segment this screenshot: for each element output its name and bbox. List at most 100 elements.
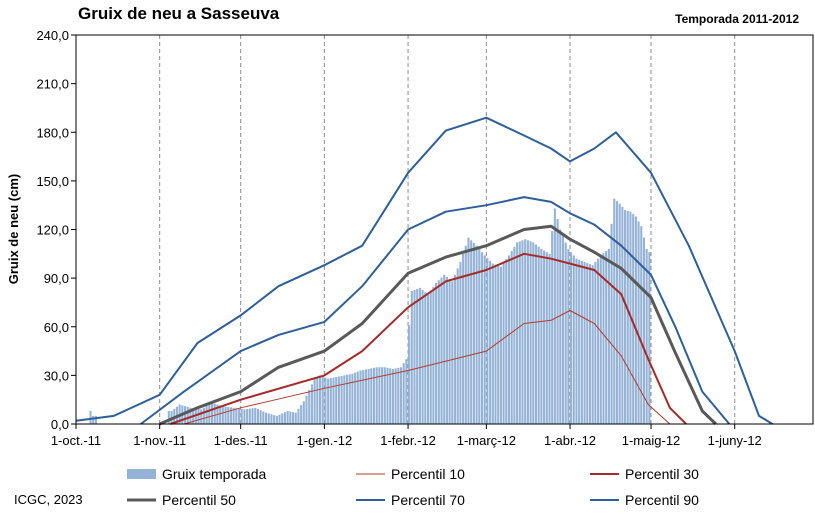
- snow-bar: [370, 368, 373, 424]
- y-axis-label: Gruix de neu (cm): [6, 174, 21, 285]
- snow-bar: [356, 371, 359, 424]
- snow-bar: [459, 261, 462, 424]
- snow-bar: [640, 226, 643, 424]
- snow-bar: [359, 370, 362, 424]
- snow-bar: [291, 412, 295, 424]
- snow-bar: [445, 277, 448, 424]
- x-tick-label-1-des.-11: 1-des.-11: [214, 433, 268, 448]
- snow-bar: [410, 291, 413, 424]
- x-tick-label-1-oct.-11: 1-oct.-11: [51, 433, 101, 448]
- snow-bar: [237, 408, 241, 424]
- snow-bar: [251, 408, 254, 424]
- line-percentil-70: [140, 196, 731, 425]
- snow-bar: [591, 265, 594, 424]
- snow-bar: [243, 409, 246, 424]
- season-label: Temporada 2011-2012: [675, 12, 799, 26]
- snow-bar: [426, 294, 430, 424]
- snow-bar: [526, 240, 529, 424]
- snow-bar: [94, 415, 97, 424]
- snow-bar: [516, 242, 519, 424]
- legend-label-percentil-50: Percentil 50: [162, 492, 236, 508]
- snow-bar: [453, 274, 457, 424]
- snow-bar: [448, 279, 451, 424]
- snow-bar: [219, 405, 222, 424]
- snow-bar: [478, 248, 481, 424]
- snow-bar: [405, 359, 408, 424]
- snow-bar: [213, 403, 216, 424]
- snow-bar: [583, 261, 586, 424]
- snow-bar: [518, 241, 521, 424]
- snow-bar: [578, 259, 581, 424]
- snow-bar: [289, 411, 292, 424]
- snow-bar: [424, 292, 427, 424]
- snow-bar: [475, 245, 478, 424]
- legend-label-gruix-temporada: Gruix temporada: [162, 466, 266, 482]
- legend: Gruix temporada Percentil 10 Percentil 30 P…: [127, 466, 699, 508]
- x-tick-label-1-abr.-12: 1-abr.-12: [544, 433, 596, 448]
- snow-bar: [208, 404, 211, 424]
- snow-bar: [386, 367, 389, 424]
- snow-bar: [254, 407, 257, 424]
- line-percentil-10: [183, 310, 671, 425]
- snow-bar: [381, 367, 384, 424]
- x-tick-label-1-febr.-12: 1-febr.-12: [380, 433, 436, 448]
- snow-bar: [637, 221, 640, 424]
- snow-bar: [278, 414, 281, 424]
- snow-bar: [302, 401, 305, 424]
- line-percentil-50: [159, 224, 717, 426]
- line-percentil-90: [75, 116, 774, 425]
- snow-bar: [399, 367, 403, 424]
- snow-bar: [364, 369, 367, 424]
- snow-bar: [483, 255, 486, 424]
- snow-bar: [389, 368, 392, 424]
- snow-bar: [332, 377, 335, 424]
- snow-bar: [240, 409, 243, 424]
- snow-bar: [229, 407, 232, 424]
- snow-bar: [224, 406, 227, 424]
- snow-bar: [235, 408, 238, 424]
- snow-bar: [345, 374, 349, 424]
- snow-bar: [418, 287, 421, 424]
- snow-bar: [232, 407, 235, 424]
- snow-bar: [470, 240, 473, 424]
- snow-bar: [275, 415, 278, 424]
- snow-bar: [267, 413, 270, 424]
- y-tick-label-30,0: 30,0: [44, 368, 69, 383]
- legend-label-percentil-70: Percentil 70: [391, 492, 465, 508]
- snow-bar: [486, 258, 489, 424]
- snow-bar: [513, 246, 516, 424]
- snow-bar: [246, 409, 249, 424]
- y-tick-label-120,0: 120,0: [36, 223, 69, 238]
- snow-bar: [521, 240, 524, 424]
- snow-bar: [621, 206, 624, 424]
- snow-bar: [532, 242, 535, 424]
- snow-bar: [294, 412, 297, 424]
- snow-bar: [378, 367, 381, 424]
- snow-bar: [305, 395, 308, 424]
- snow-bar: [89, 411, 92, 424]
- snow-bar: [648, 252, 651, 424]
- legend-label-percentil-10: Percentil 10: [391, 466, 465, 482]
- snow-bar: [270, 414, 273, 424]
- y-tick-label-150,0: 150,0: [36, 174, 69, 189]
- line-percentil-30: [170, 252, 687, 425]
- snow-bar: [575, 258, 578, 424]
- snow-bar: [480, 252, 484, 424]
- snow-bar: [440, 277, 443, 424]
- snow-bar: [408, 325, 411, 424]
- x-axis-ticks: 1-oct.-11 1-nov.-11 1-des.-11 1-gen.-12 1-fe…: [51, 424, 762, 448]
- snow-bar: [540, 248, 543, 424]
- snow-bar: [372, 367, 376, 424]
- y-tick-label-60,0: 60,0: [44, 320, 69, 335]
- snow-bar: [194, 408, 197, 424]
- snow-bar: [354, 372, 357, 424]
- snow-bar: [613, 198, 616, 424]
- snow-bar: [472, 243, 475, 424]
- snow-bar: [543, 250, 546, 424]
- snow-bar: [413, 290, 416, 424]
- bars-series: [89, 198, 651, 424]
- snow-bar: [567, 248, 570, 424]
- snow-bar: [551, 231, 554, 424]
- snow-bar: [324, 377, 327, 424]
